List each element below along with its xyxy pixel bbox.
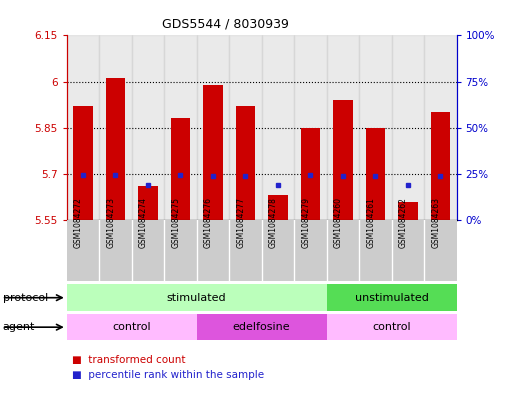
Bar — [164, 220, 196, 281]
Text: GSM1084278: GSM1084278 — [269, 197, 278, 248]
Bar — [366, 128, 385, 220]
Bar — [391, 35, 424, 220]
Text: GSM1084279: GSM1084279 — [301, 197, 310, 248]
Bar — [430, 112, 450, 220]
Bar — [333, 100, 352, 220]
Text: unstimulated: unstimulated — [354, 293, 428, 303]
Bar — [99, 35, 132, 220]
Text: GSM1084273: GSM1084273 — [106, 197, 115, 248]
Bar — [203, 84, 223, 220]
Bar — [235, 106, 255, 220]
Bar — [268, 195, 288, 220]
Bar — [196, 220, 229, 281]
Text: GSM1084263: GSM1084263 — [431, 197, 440, 248]
Bar — [424, 35, 457, 220]
Text: GSM1084260: GSM1084260 — [334, 197, 343, 248]
Bar — [301, 128, 320, 220]
Text: GDS5544 / 8030939: GDS5544 / 8030939 — [162, 18, 289, 31]
Text: GSM1084276: GSM1084276 — [204, 197, 213, 248]
Bar — [196, 35, 229, 220]
Bar — [294, 220, 327, 281]
Text: GSM1084261: GSM1084261 — [366, 197, 376, 248]
Bar — [327, 285, 457, 311]
Bar — [138, 186, 157, 220]
Bar — [67, 285, 327, 311]
Bar — [67, 314, 196, 340]
Bar — [327, 314, 457, 340]
Bar — [132, 35, 164, 220]
Bar — [171, 119, 190, 220]
Bar — [67, 220, 99, 281]
Bar — [164, 35, 196, 220]
Bar — [424, 220, 457, 281]
Bar — [398, 202, 418, 220]
Text: control: control — [112, 322, 151, 332]
Text: ■  transformed count: ■ transformed count — [72, 354, 185, 365]
Bar — [359, 35, 391, 220]
Bar — [327, 220, 359, 281]
Text: ■  percentile rank within the sample: ■ percentile rank within the sample — [72, 370, 264, 380]
Bar — [229, 220, 262, 281]
Text: agent: agent — [3, 322, 35, 332]
Text: GSM1084277: GSM1084277 — [236, 197, 245, 248]
Text: protocol: protocol — [3, 293, 48, 303]
Bar — [294, 35, 327, 220]
Bar — [67, 35, 99, 220]
Bar — [359, 220, 391, 281]
Bar — [106, 79, 125, 220]
Bar — [262, 35, 294, 220]
Text: GSM1084272: GSM1084272 — [74, 197, 83, 248]
Text: GSM1084274: GSM1084274 — [139, 197, 148, 248]
Text: GSM1084262: GSM1084262 — [399, 197, 408, 248]
Text: control: control — [372, 322, 411, 332]
Bar — [391, 220, 424, 281]
Bar — [262, 220, 294, 281]
Bar — [229, 35, 262, 220]
Bar — [73, 106, 93, 220]
Text: edelfosine: edelfosine — [233, 322, 290, 332]
Bar — [99, 220, 132, 281]
Text: GSM1084275: GSM1084275 — [171, 197, 181, 248]
Bar — [132, 220, 164, 281]
Bar — [327, 35, 359, 220]
Bar — [196, 314, 327, 340]
Text: stimulated: stimulated — [167, 293, 226, 303]
